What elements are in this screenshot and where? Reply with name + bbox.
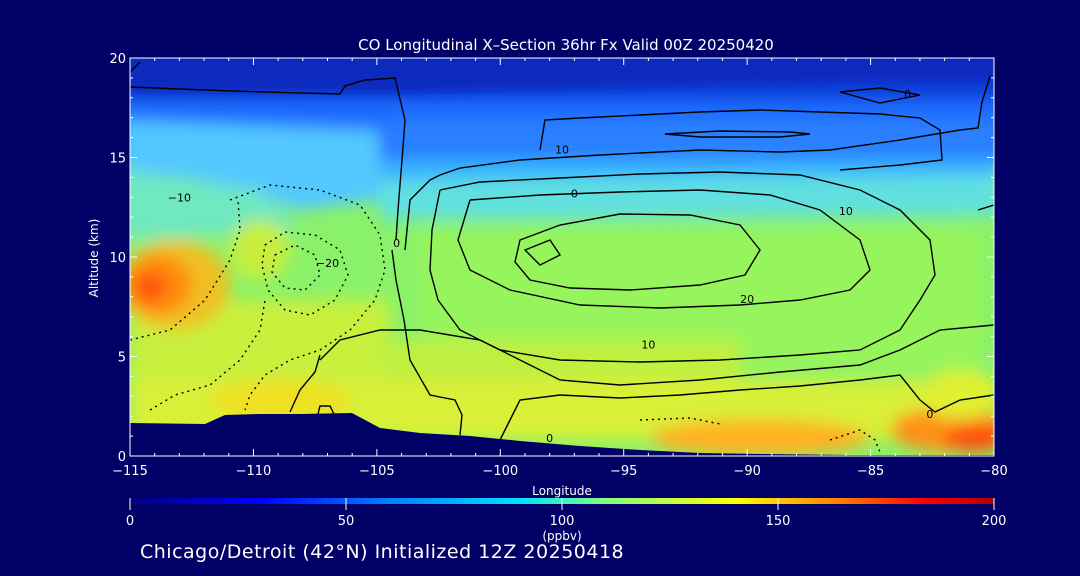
contour-west-low xyxy=(289,354,321,413)
contour-10-outer xyxy=(539,109,943,171)
x-tick-label: −95 xyxy=(610,464,637,479)
contour-neg-west2 xyxy=(149,299,266,411)
contour-10-ring xyxy=(429,171,936,363)
contour-zero-west-edge xyxy=(130,61,141,73)
terrain-mask xyxy=(130,413,994,456)
contour-label: 0 xyxy=(904,88,911,101)
x-tick-label: −105 xyxy=(359,464,395,479)
y-tick-label: 5 xyxy=(118,351,126,366)
contour-10-northeast xyxy=(839,87,921,104)
contour-30-ring xyxy=(514,213,761,291)
contour-label: 20 xyxy=(740,293,754,306)
y-axis: 0 5 10 15 20 xyxy=(109,52,994,465)
contour-label: 0 xyxy=(926,408,933,421)
footer-caption: Chicago/Detroit (42°N) Initialized 12Z 2… xyxy=(140,541,625,563)
contour-zero-east xyxy=(404,75,991,251)
colorbar: 0 50 100 150 200 (ppbv) xyxy=(126,498,1007,543)
y-tick-label: 15 xyxy=(109,152,126,167)
contour-mid-east xyxy=(319,324,994,386)
contour-label: 10 xyxy=(641,339,655,352)
colorbar-tick-label: 50 xyxy=(338,514,355,529)
contour-label: 10 xyxy=(555,144,569,157)
contour-label: 0 xyxy=(571,187,578,200)
x-tick-label: −85 xyxy=(857,464,884,479)
chart-title: CO Longitudinal X–Section 36hr Fx Valid … xyxy=(358,36,774,54)
plot-area: −10 −20 0 10 10 20 10 0 0 0 0 xyxy=(130,58,994,456)
x-tick-label: −115 xyxy=(112,464,148,479)
contour-lines xyxy=(130,61,994,441)
contour-zero-top xyxy=(130,77,406,241)
colorbar-tick-label: 150 xyxy=(766,514,791,529)
x-axis-label: Longitude xyxy=(532,484,592,498)
contour-label-layer: −10 −20 0 10 10 20 10 0 0 0 0 xyxy=(168,88,934,445)
colorbar-units: (ppbv) xyxy=(542,529,581,543)
colorbar-tick-label: 100 xyxy=(550,514,575,529)
x-tick-label: −80 xyxy=(980,464,1007,479)
contour-label: −10 xyxy=(168,191,191,204)
contour-label: 10 xyxy=(839,205,853,218)
contour-40-ring xyxy=(523,239,562,266)
contour-label: 0 xyxy=(393,237,400,250)
colorbar-tick-label: 0 xyxy=(126,514,134,529)
x-tick-label: −110 xyxy=(236,464,272,479)
contour-20-ring xyxy=(457,189,871,309)
x-tick-label: −100 xyxy=(482,464,518,479)
contour-lower-east xyxy=(499,374,994,441)
contour-bump xyxy=(317,405,335,415)
stratosphere-blue xyxy=(130,58,994,92)
contour-zero-inner xyxy=(391,249,463,436)
colorbar-tick-label: 200 xyxy=(982,514,1007,529)
contour-east-edge xyxy=(977,204,994,211)
contour-label: 0 xyxy=(546,432,553,445)
contour-neg20-ring xyxy=(261,231,349,316)
colorbar-ticks: 0 50 100 150 200 xyxy=(126,498,1007,529)
y-axis-label: Altitude (km) xyxy=(87,219,101,298)
y-tick-label: 0 xyxy=(118,450,126,465)
contour-label: −20 xyxy=(316,257,339,270)
x-axis: −115 −110 −105 −100 −95 −90 −85 −80 xyxy=(112,58,1008,479)
x-tick-label: −90 xyxy=(733,464,760,479)
y-tick-label: 10 xyxy=(109,251,126,266)
y-tick-label: 20 xyxy=(109,52,126,67)
contour-10-bar xyxy=(664,130,811,138)
negative-contours xyxy=(130,184,881,453)
